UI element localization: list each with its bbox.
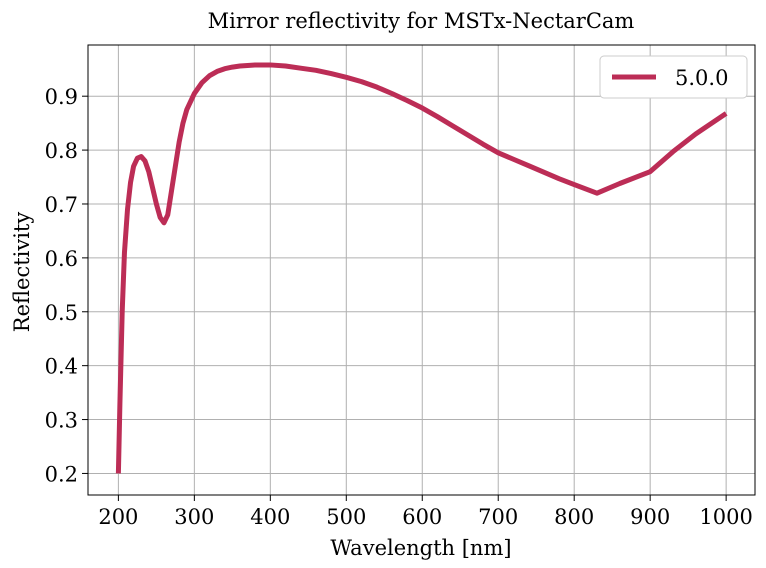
x-tick-label: 1000 [699, 505, 752, 529]
chart-title: Mirror reflectivity for MSTx-NectarCam [208, 9, 635, 33]
x-axis-label: Wavelength [nm] [330, 536, 511, 560]
plot-frame [87, 44, 756, 496]
series-line-5-0-0 [115, 62, 728, 474]
y-tick-label: 0.3 [45, 409, 78, 433]
grid-lines [88, 45, 755, 495]
y-tick-label: 0.7 [45, 193, 78, 217]
x-tick-label: 400 [250, 505, 290, 529]
x-tick-label: 700 [478, 505, 518, 529]
y-tick-label: 0.8 [45, 139, 78, 163]
x-tick-label: 800 [554, 505, 594, 529]
y-tick-label: 0.2 [45, 462, 78, 486]
y-tick-label: 0.6 [45, 247, 78, 271]
legend-box [599, 55, 748, 99]
axis-tick-labels: 200 300 400 500 600 700 800 900 1000 0.2 0.3 0.4 0.5… [45, 85, 753, 529]
x-tick-label: 500 [326, 505, 366, 529]
plot-series [115, 62, 728, 474]
y-axis-label: Reflectivity [10, 212, 34, 333]
y-tick-label: 0.4 [45, 355, 78, 379]
x-tick-label: 200 [98, 505, 138, 529]
axis-ticks [82, 95, 727, 501]
y-tick-label: 0.9 [45, 85, 78, 109]
legend: 5.0.0 [599, 55, 748, 99]
legend-label-5-0-0: 5.0.0 [675, 66, 728, 90]
x-tick-label: 600 [402, 505, 442, 529]
x-tick-label: 300 [174, 505, 214, 529]
y-tick-label: 0.5 [45, 301, 78, 325]
x-tick-label: 900 [630, 505, 670, 529]
